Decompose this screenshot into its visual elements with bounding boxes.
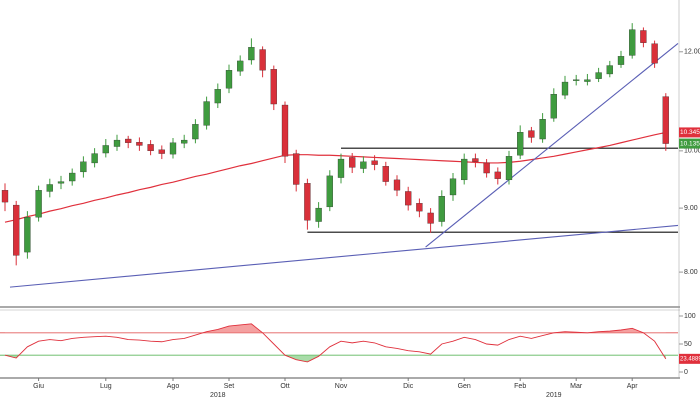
candle-body (225, 70, 233, 89)
candle-body (147, 144, 154, 152)
candle-body (416, 203, 423, 212)
y-tick-label: 10.00 (684, 148, 700, 155)
x-tick-label: Feb (514, 383, 526, 390)
x-tick-label: Mar (570, 383, 583, 390)
y-tick-label: 8.00 (684, 269, 698, 276)
candle-body (517, 132, 524, 156)
candle-body (371, 160, 378, 165)
x-tick-label: Apr (627, 383, 639, 390)
candle-body (281, 104, 289, 157)
candle-body (528, 130, 535, 138)
rsi-tick-label: 0 (684, 369, 688, 376)
candle-body (449, 178, 457, 196)
candle-body (617, 56, 625, 65)
candle-body (113, 139, 121, 147)
year-label: 2018 (210, 392, 226, 399)
candle-body (561, 81, 569, 96)
ma-last-label: 10.345 (680, 129, 700, 136)
x-tick-label: Ott (280, 383, 289, 390)
candle-body (169, 142, 177, 155)
candle-body (550, 93, 557, 119)
candle-body (472, 158, 479, 162)
candle-body (539, 119, 546, 140)
candle-body (192, 124, 199, 140)
candle-body (293, 153, 300, 185)
y-tick-label: 12.00 (684, 49, 700, 56)
candle-body (438, 196, 445, 222)
moving-average (4, 131, 666, 223)
candle-body (427, 212, 434, 224)
candle-body (349, 157, 356, 168)
trendline (425, 42, 679, 248)
candle-body (461, 158, 468, 181)
candle-body (483, 162, 490, 174)
rsi-last-label: 23.4889 (680, 356, 700, 362)
close-last-label: 10.135 (680, 140, 700, 147)
year-label: 2019 (546, 392, 562, 399)
candle-body (337, 158, 345, 178)
x-tick-label: Dic (403, 383, 414, 390)
candle-body (662, 96, 669, 144)
candle-body (1, 190, 9, 203)
candle-body (304, 183, 311, 221)
candle-body (125, 138, 132, 143)
candle-body (259, 49, 266, 71)
candle-body (505, 156, 513, 181)
candle-body (382, 166, 389, 182)
rsi-tick-label: 100 (684, 313, 696, 320)
candle-body (24, 217, 31, 253)
candle-body (326, 175, 333, 208)
candle-body (102, 145, 109, 154)
candle-body (393, 179, 401, 191)
candle-body (136, 142, 143, 146)
ma-last-label-box (679, 127, 700, 138)
y-tick-label: 9.00 (684, 205, 698, 212)
candle-body (270, 69, 277, 105)
candle-body (629, 29, 636, 56)
candle-body (494, 171, 501, 179)
x-tick-label: Giu (33, 383, 44, 390)
candle-body (640, 30, 647, 43)
candle-body (584, 79, 591, 82)
x-tick-label: Lug (100, 383, 112, 390)
candle-body (214, 89, 221, 104)
x-tick-label: Nov (335, 383, 348, 390)
x-tick-label: Gen (458, 383, 471, 390)
candle-body (35, 190, 42, 218)
candle-body (237, 60, 244, 72)
candle-body (46, 184, 53, 192)
candle-body (181, 139, 188, 144)
x-tick-label: Set (224, 383, 235, 390)
close-last-label-box (679, 138, 700, 149)
x-tick-label: Ago (167, 383, 180, 390)
candle-body (80, 161, 87, 173)
rsi-line (4, 323, 667, 363)
rsi-tick-label: 50 (684, 341, 692, 348)
candle-body (91, 153, 98, 164)
candle-body (315, 207, 322, 222)
candle-body (158, 149, 165, 154)
candle-body (69, 172, 76, 182)
candle-body (606, 65, 613, 75)
candle-body (57, 181, 65, 184)
candle-body (595, 72, 602, 79)
candle-body (203, 101, 210, 126)
candle-body (651, 43, 658, 64)
candle-body (573, 79, 580, 81)
candle-body (360, 161, 367, 169)
candle-body (13, 204, 20, 256)
trendline (9, 224, 679, 288)
rsi-last-box (679, 353, 700, 364)
candle-body (248, 47, 255, 61)
candle-body (405, 191, 412, 206)
